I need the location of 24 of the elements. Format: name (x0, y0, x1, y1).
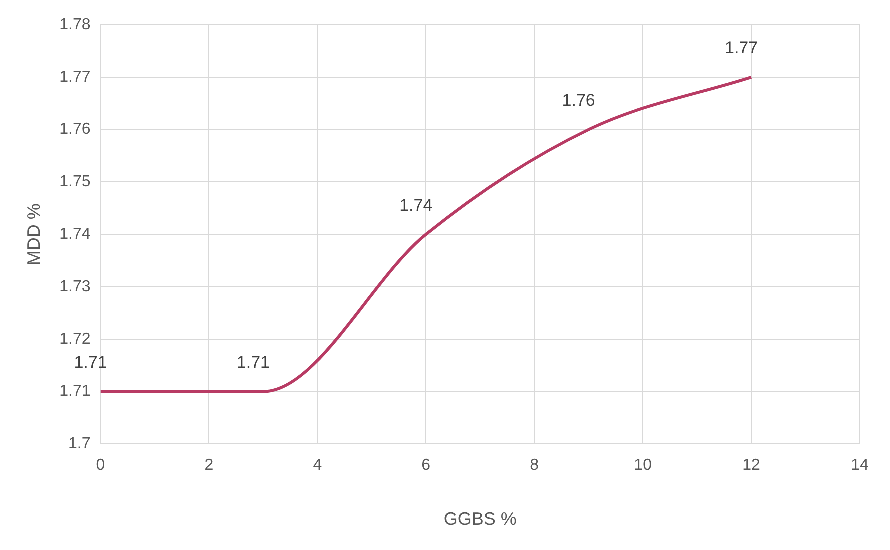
data-label: 1.77 (724, 38, 758, 58)
y-tick-label: 1.73 (60, 278, 91, 296)
y-tick-label: 1.7 (68, 436, 91, 453)
x-tick-label: 2 (204, 457, 214, 474)
y-tick-label: 1.77 (60, 68, 91, 86)
y-tick-label: 1.72 (60, 330, 91, 348)
x-tick-label: 8 (530, 457, 540, 474)
x-tick-label: 6 (422, 457, 431, 474)
y-tick-label: 1.76 (60, 121, 91, 138)
data-label: 1.76 (562, 90, 596, 110)
x-tick-label: 12 (742, 457, 761, 474)
y-tick-label: 1.74 (60, 226, 91, 244)
x-tick-label: 4 (313, 457, 322, 474)
data-label: 1.71 (236, 352, 270, 372)
x-tick-label: 10 (634, 457, 652, 474)
y-tick-label: 1.71 (60, 383, 91, 400)
x-axis-title: GGBS % (444, 509, 517, 530)
data-label: 1.74 (400, 196, 433, 215)
x-tick-label: 14 (851, 457, 869, 474)
y-tick-label: 1.75 (60, 174, 91, 191)
y-axis-title: MDD % (24, 204, 44, 266)
data-label: 1.71 (74, 352, 108, 372)
x-tick-label: 0 (96, 457, 106, 474)
y-tick-label: 1.78 (60, 16, 91, 34)
